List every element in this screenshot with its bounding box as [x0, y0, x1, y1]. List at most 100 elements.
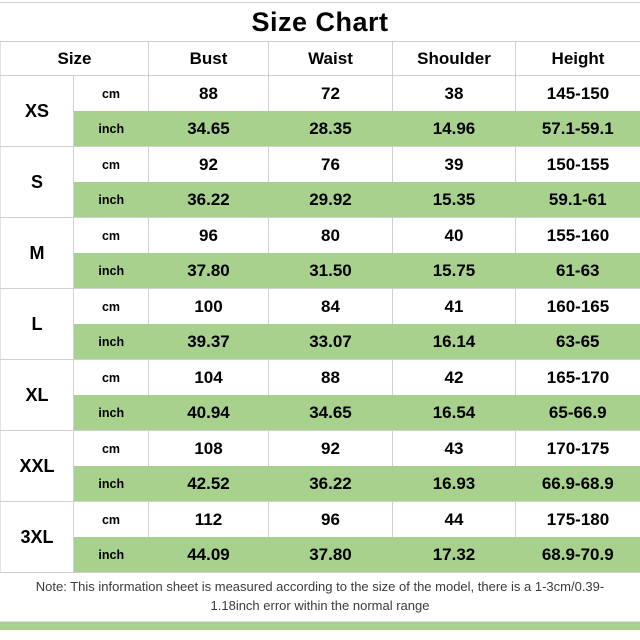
- unit-label-inch: inch: [73, 324, 149, 360]
- column-header-waist: Waist: [268, 41, 393, 76]
- measurement-value: 38: [392, 75, 516, 111]
- table-row-xl-cm: XL cm 104 88 42 165-170: [0, 359, 640, 431]
- unit-label-inch: inch: [73, 466, 149, 502]
- size-table: Size Bust Waist Shoulder Height XS cm 88…: [0, 41, 640, 573]
- measurement-value: 155-160: [515, 217, 640, 253]
- table-row-xs-cm: XS cm 88 72 38 145-150: [0, 75, 640, 147]
- table-row-m-inch: inch 37.80 31.50 15.75 61-63: [1, 253, 640, 289]
- unit-label-cm: cm: [73, 288, 149, 324]
- column-header-shoulder: Shoulder: [392, 41, 516, 76]
- measurement-value: 68.9-70.9: [515, 537, 640, 573]
- measurement-value: 37.80: [268, 537, 393, 573]
- table-row-xl-inch: inch 40.94 34.65 16.54 65-66.9: [1, 395, 640, 431]
- measurement-value: 39: [392, 146, 516, 182]
- measurement-value: 61-63: [515, 253, 640, 289]
- table-row-s-cm: S cm 92 76 39 150-155: [0, 146, 640, 218]
- measurement-value: 17.32: [392, 537, 516, 573]
- measurement-value: 33.07: [268, 324, 393, 360]
- measurement-value: 100: [148, 288, 269, 324]
- header-row: Size Bust Waist Shoulder Height: [0, 41, 640, 76]
- size-label-xs: XS: [0, 75, 74, 147]
- size-label-3xl: 3XL: [0, 501, 74, 573]
- measurement-value: 42: [392, 359, 516, 395]
- measurement-value: 175-180: [515, 501, 640, 537]
- measurement-value: 112: [148, 501, 269, 537]
- measurement-value: 145-150: [515, 75, 640, 111]
- size-label-m: M: [0, 217, 74, 289]
- measurement-value: 84: [268, 288, 393, 324]
- bottom-green-strip: [0, 622, 640, 630]
- measurement-value: 92: [268, 430, 393, 466]
- unit-label-inch: inch: [73, 537, 149, 573]
- measurement-value: 16.14: [392, 324, 516, 360]
- measurement-value: 92: [148, 146, 269, 182]
- measurement-value: 41: [392, 288, 516, 324]
- unit-label-inch: inch: [73, 111, 149, 147]
- measurement-value: 66.9-68.9: [515, 466, 640, 502]
- measurement-value: 34.65: [148, 111, 269, 147]
- measurement-value: 15.75: [392, 253, 516, 289]
- measurement-value: 59.1-61: [515, 182, 640, 218]
- measurement-value: 16.93: [392, 466, 516, 502]
- unit-label-cm: cm: [73, 146, 149, 182]
- measurement-value: 42.52: [148, 466, 269, 502]
- measurement-value: 15.35: [392, 182, 516, 218]
- table-row-xs-inch: inch 34.65 28.35 14.96 57.1-59.1: [1, 111, 640, 147]
- unit-label-cm: cm: [73, 217, 149, 253]
- table-row-l-inch: inch 39.37 33.07 16.14 63-65: [1, 324, 640, 360]
- measurement-value: 34.65: [268, 395, 393, 431]
- measurement-value: 160-165: [515, 288, 640, 324]
- column-header-size: Size: [0, 41, 149, 76]
- note-text: Note: This information sheet is measured…: [0, 573, 640, 622]
- table-row-xxl-inch: inch 42.52 36.22 16.93 66.9-68.9: [1, 466, 640, 502]
- measurement-value: 37.80: [148, 253, 269, 289]
- measurement-value: 108: [148, 430, 269, 466]
- page-title: Size Chart: [0, 2, 640, 41]
- measurement-value: 57.1-59.1: [515, 111, 640, 147]
- measurement-value: 63-65: [515, 324, 640, 360]
- measurement-value: 104: [148, 359, 269, 395]
- column-header-height: Height: [515, 41, 640, 76]
- measurement-value: 36.22: [148, 182, 269, 218]
- measurement-value: 170-175: [515, 430, 640, 466]
- measurement-value: 96: [268, 501, 393, 537]
- measurement-value: 44.09: [148, 537, 269, 573]
- measurement-value: 39.37: [148, 324, 269, 360]
- unit-label-cm: cm: [73, 359, 149, 395]
- table-row-s-inch: inch 36.22 29.92 15.35 59.1-61: [1, 182, 640, 218]
- measurement-value: 80: [268, 217, 393, 253]
- measurement-value: 150-155: [515, 146, 640, 182]
- measurement-value: 14.96: [392, 111, 516, 147]
- size-label-xl: XL: [0, 359, 74, 431]
- measurement-value: 76: [268, 146, 393, 182]
- unit-label-cm: cm: [73, 501, 149, 537]
- table-row-m-cm: M cm 96 80 40 155-160: [0, 217, 640, 289]
- size-label-xxl: XXL: [0, 430, 74, 502]
- measurement-value: 31.50: [268, 253, 393, 289]
- measurement-value: 165-170: [515, 359, 640, 395]
- table-row-xxl-cm: XXL cm 108 92 43 170-175: [0, 430, 640, 502]
- unit-label-cm: cm: [73, 75, 149, 111]
- unit-label-inch: inch: [73, 253, 149, 289]
- measurement-value: 88: [148, 75, 269, 111]
- measurement-value: 29.92: [268, 182, 393, 218]
- measurement-value: 88: [268, 359, 393, 395]
- unit-label-inch: inch: [73, 182, 149, 218]
- measurement-value: 44: [392, 501, 516, 537]
- size-label-l: L: [0, 288, 74, 360]
- measurement-value: 72: [268, 75, 393, 111]
- measurement-value: 96: [148, 217, 269, 253]
- table-row-3xl-cm: 3XL cm 112 96 44 175-180: [0, 501, 640, 573]
- measurement-value: 65-66.9: [515, 395, 640, 431]
- measurement-value: 36.22: [268, 466, 393, 502]
- unit-label-cm: cm: [73, 430, 149, 466]
- table-row-l-cm: L cm 100 84 41 160-165: [0, 288, 640, 360]
- unit-label-inch: inch: [73, 395, 149, 431]
- measurement-value: 16.54: [392, 395, 516, 431]
- column-header-bust: Bust: [148, 41, 269, 76]
- measurement-value: 40: [392, 217, 516, 253]
- measurement-value: 28.35: [268, 111, 393, 147]
- measurement-value: 43: [392, 430, 516, 466]
- measurement-value: 40.94: [148, 395, 269, 431]
